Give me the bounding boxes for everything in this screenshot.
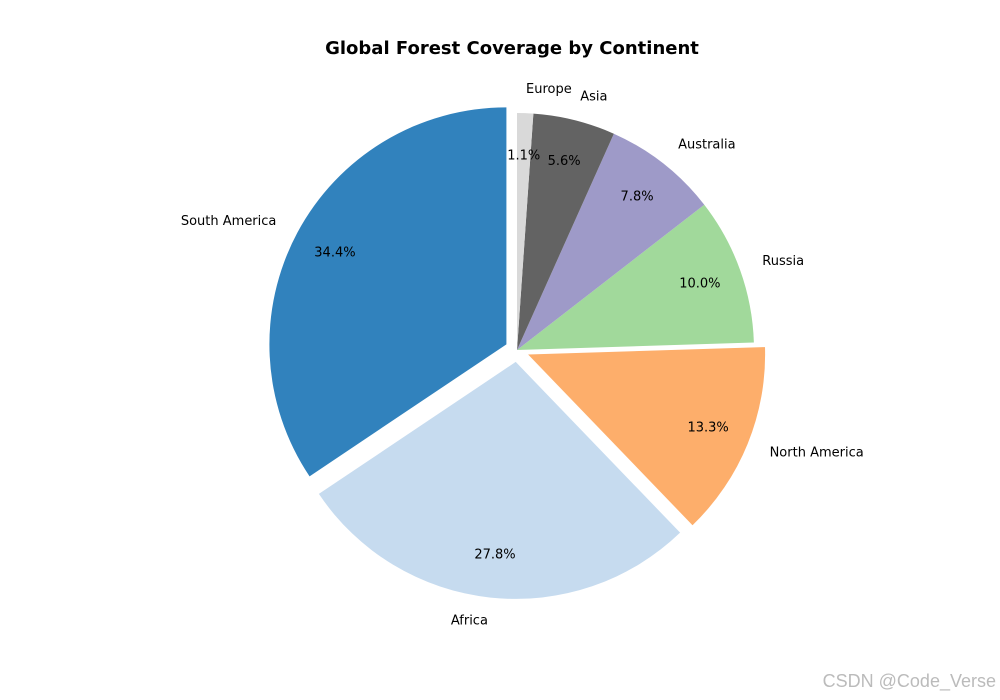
pie-slice xyxy=(517,133,705,350)
pie-slice xyxy=(318,361,681,599)
slice-label: Africa xyxy=(451,614,488,629)
value-label: 27.8% xyxy=(474,548,515,563)
watermark: CSDN @Code_Verse xyxy=(823,671,996,692)
value-label: 1.1% xyxy=(507,148,540,163)
slice-label: Europe xyxy=(526,82,572,97)
slice-label: Asia xyxy=(580,90,607,105)
chart-title: Global Forest Coverage by Continent xyxy=(325,38,699,59)
slice-label: North America xyxy=(770,445,864,460)
slice-label: Australia xyxy=(678,138,736,153)
value-label: 34.4% xyxy=(314,245,355,260)
pie-slice xyxy=(517,113,534,350)
pie-slice xyxy=(528,347,766,526)
pie-slice xyxy=(517,204,754,350)
value-label: 7.8% xyxy=(621,190,654,205)
value-label: 10.0% xyxy=(679,277,720,292)
slice-label: Russia xyxy=(762,254,804,269)
pie-slice xyxy=(269,107,507,477)
slice-label: South America xyxy=(181,214,277,229)
value-label: 5.6% xyxy=(548,154,581,169)
value-label: 13.3% xyxy=(687,420,728,435)
pie-slice xyxy=(517,113,614,351)
